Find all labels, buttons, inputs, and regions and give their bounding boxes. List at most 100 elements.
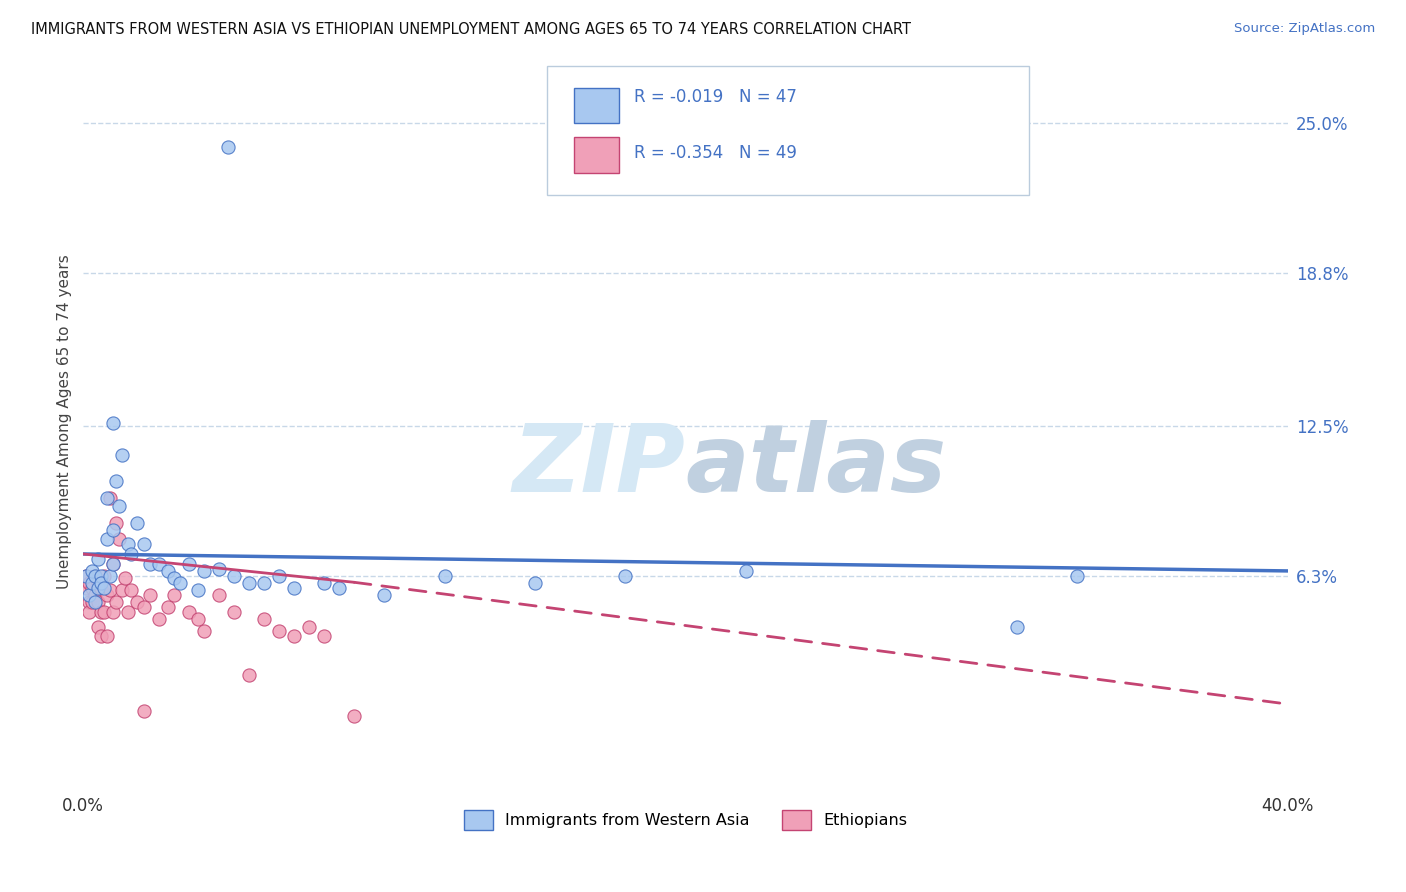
Point — [100, 583, 122, 598]
Legend: Immigrants from Western Asia, Ethiopians: Immigrants from Western Asia, Ethiopians — [457, 804, 914, 836]
Point — [314, 629, 336, 643]
Point — [103, 523, 125, 537]
Point — [238, 576, 260, 591]
Text: atlas: atlas — [686, 420, 946, 512]
Point — [100, 491, 122, 506]
Point — [1005, 619, 1028, 633]
Point — [108, 499, 131, 513]
Point — [283, 629, 305, 643]
Point — [121, 547, 143, 561]
Point — [84, 588, 107, 602]
Point — [267, 568, 290, 582]
Text: ZIP: ZIP — [513, 420, 686, 512]
Point — [524, 576, 547, 591]
Point — [96, 491, 118, 506]
Point — [328, 581, 350, 595]
Point — [103, 557, 125, 571]
Point — [90, 605, 112, 619]
Point — [79, 595, 101, 609]
Point — [84, 568, 107, 582]
Point — [162, 571, 184, 585]
Point — [208, 588, 231, 602]
Point — [217, 140, 239, 154]
Point — [148, 557, 170, 571]
Point — [253, 612, 276, 626]
Point — [132, 537, 155, 551]
Point — [208, 561, 231, 575]
Point — [96, 588, 118, 602]
Point — [127, 516, 149, 530]
Point — [117, 605, 139, 619]
Point — [79, 576, 101, 591]
FancyBboxPatch shape — [574, 88, 619, 123]
Point — [267, 624, 290, 639]
Point — [103, 605, 125, 619]
Point — [1066, 568, 1088, 582]
Point — [253, 576, 276, 591]
Point — [314, 576, 336, 591]
Point — [177, 557, 200, 571]
Point — [222, 568, 245, 582]
Point — [79, 588, 101, 602]
Point — [177, 605, 200, 619]
Point — [343, 709, 366, 723]
Point — [105, 475, 128, 489]
Point — [87, 576, 110, 591]
Point — [103, 416, 125, 430]
Point — [90, 581, 112, 595]
Point — [187, 583, 209, 598]
Point — [373, 588, 395, 602]
Point — [193, 564, 215, 578]
Point — [169, 576, 191, 591]
Point — [87, 595, 110, 609]
Point — [138, 557, 160, 571]
Point — [156, 600, 179, 615]
Point — [82, 576, 104, 591]
FancyBboxPatch shape — [574, 137, 619, 172]
Point — [111, 448, 134, 462]
Point — [734, 564, 756, 578]
Point — [87, 581, 110, 595]
Point — [187, 612, 209, 626]
Point — [132, 705, 155, 719]
Point — [222, 605, 245, 619]
Point — [84, 595, 107, 609]
Point — [148, 612, 170, 626]
Point — [105, 595, 128, 609]
Point — [108, 533, 131, 547]
Point — [117, 537, 139, 551]
Point — [132, 600, 155, 615]
Point — [162, 588, 184, 602]
Point — [90, 568, 112, 582]
Point — [96, 533, 118, 547]
FancyBboxPatch shape — [547, 66, 1029, 194]
Point — [298, 619, 321, 633]
Point — [82, 595, 104, 609]
Point — [111, 583, 134, 598]
Text: R = -0.354   N = 49: R = -0.354 N = 49 — [634, 144, 797, 161]
Point — [75, 568, 97, 582]
Point — [96, 629, 118, 643]
Point — [127, 595, 149, 609]
Point — [103, 557, 125, 571]
Point — [105, 516, 128, 530]
Point — [283, 581, 305, 595]
Point — [193, 624, 215, 639]
Point — [75, 581, 97, 595]
Point — [93, 581, 115, 595]
Point — [82, 564, 104, 578]
Point — [121, 583, 143, 598]
Point — [93, 605, 115, 619]
Point — [93, 568, 115, 582]
Point — [100, 568, 122, 582]
Text: IMMIGRANTS FROM WESTERN ASIA VS ETHIOPIAN UNEMPLOYMENT AMONG AGES 65 TO 74 YEARS: IMMIGRANTS FROM WESTERN ASIA VS ETHIOPIA… — [31, 22, 911, 37]
Point — [87, 619, 110, 633]
Point — [433, 568, 456, 582]
Point — [138, 588, 160, 602]
Point — [238, 668, 260, 682]
Y-axis label: Unemployment Among Ages 65 to 74 years: Unemployment Among Ages 65 to 74 years — [58, 254, 72, 590]
Point — [90, 629, 112, 643]
Text: R = -0.019   N = 47: R = -0.019 N = 47 — [634, 88, 797, 106]
Point — [90, 576, 112, 591]
Point — [84, 568, 107, 582]
